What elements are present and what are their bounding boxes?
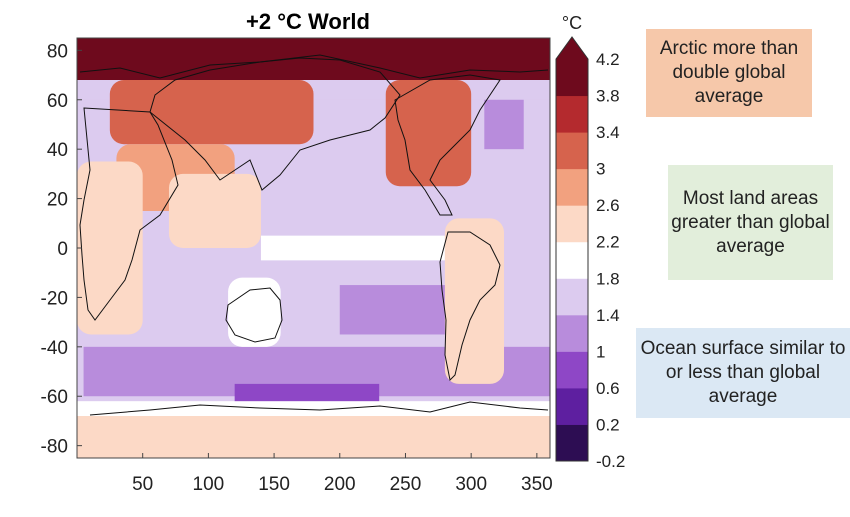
- coastline-australia: [225, 287, 283, 343]
- colorbar-segment: [556, 205, 588, 243]
- x-tick-label: 300: [455, 474, 487, 495]
- annotation-land-text: Most land areas greater than global aver…: [671, 187, 830, 257]
- colorbar-segment: [556, 351, 588, 389]
- colorbar-extend-arrow: [556, 37, 588, 59]
- y-tick-label: -40: [41, 338, 68, 359]
- annotation-arctic-text: Arctic more than double global average: [659, 38, 799, 107]
- region-antarctica-7: [77, 416, 550, 458]
- colorbar-segment: [556, 95, 588, 133]
- y-tick-label: -80: [41, 437, 68, 458]
- region-layer: [77, 38, 550, 458]
- x-tick-label: 350: [521, 474, 553, 495]
- x-tick-label: 50: [132, 474, 153, 495]
- region-india-southeast-asia: [168, 173, 261, 248]
- colorbar-segment: [556, 168, 588, 206]
- colorbar-segment: [556, 241, 588, 279]
- colorbar: -0.2 0.2 0.6 1 1.4 1.8 2.2 2.6 3 3.4 3.8 4.2: [555, 36, 625, 471]
- colorbar-tick-label: 0.6: [596, 379, 620, 398]
- coastline-antarctica: [89, 401, 549, 416]
- y-tick-label: 60: [47, 91, 68, 112]
- coastline-layer: [79, 54, 549, 416]
- region-north-america: [385, 80, 472, 187]
- colorbar-tick-label: 0.2: [596, 415, 620, 434]
- annotation-ocean: Ocean surface similar to or less than gl…: [636, 328, 850, 418]
- colorbar-segment: [556, 424, 588, 462]
- region-south-america: [444, 218, 505, 384]
- annotation-land: Most land areas greater than global aver…: [668, 165, 833, 280]
- region-ocean-4: [234, 383, 380, 404]
- y-tick-label: 0: [57, 239, 68, 260]
- map-area: [76, 37, 551, 459]
- colorbar-tick-label: 2.2: [596, 233, 620, 252]
- region-australia: [228, 277, 281, 347]
- colorbar-tick-label: 3.8: [596, 87, 620, 106]
- colorbar-frame: [555, 36, 589, 462]
- x-axis: 50 100 150 200 250 300 350: [132, 453, 553, 495]
- colorbar-tick-label: 1.4: [596, 306, 620, 325]
- y-axis: 80 60 40 20 0 -20 -40 -60 -80: [41, 41, 82, 458]
- coastline-north-america: [394, 74, 501, 216]
- coastline-arctic-rim: [79, 54, 549, 79]
- y-tick-label: 40: [47, 140, 68, 161]
- colorbar-tick-label: 1: [596, 342, 605, 361]
- coastline-eurasia: [149, 57, 401, 191]
- chart-title: +2 °C World: [246, 9, 370, 34]
- x-tick-label: 250: [390, 474, 422, 495]
- coastline-africa: [79, 107, 179, 321]
- annotation-ocean-text: Ocean surface similar to or less than gl…: [640, 338, 846, 407]
- y-tick-label: 80: [47, 41, 68, 62]
- region-eurasia: [109, 80, 314, 145]
- colorbar-segment: [556, 387, 588, 425]
- colorbar-segment: [556, 59, 588, 97]
- colorbar-tick-label: 3: [596, 160, 605, 179]
- x-tick-label: 150: [258, 474, 290, 495]
- x-tick-label: 100: [193, 474, 225, 495]
- y-tick-label: -60: [41, 387, 68, 408]
- y-tick-label: 20: [47, 190, 68, 211]
- region-ocean-1: [260, 235, 445, 261]
- colorbar-segment: [556, 314, 588, 352]
- colorbar-tick-label: -0.2: [596, 452, 625, 471]
- colorbar-tick-label: 3.4: [596, 123, 620, 142]
- x-tick-label: 200: [324, 474, 356, 495]
- annotation-arctic: Arctic more than double global average: [646, 29, 812, 117]
- colorbar-tick-label: 1.8: [596, 269, 620, 288]
- coastline-south-america: [439, 231, 501, 382]
- region-ocean-6: [77, 401, 550, 416]
- colorbar-segment: [556, 132, 588, 170]
- y-tick-label: -20: [41, 288, 68, 309]
- region-africa: [77, 161, 143, 335]
- colorbar-tick-label: 2.6: [596, 196, 620, 215]
- colorbar-tick-label: 4.2: [596, 50, 620, 69]
- region-ocean-5: [484, 99, 524, 150]
- colorbar-segment: [556, 278, 588, 316]
- colorbar-unit-label: °C: [562, 13, 582, 33]
